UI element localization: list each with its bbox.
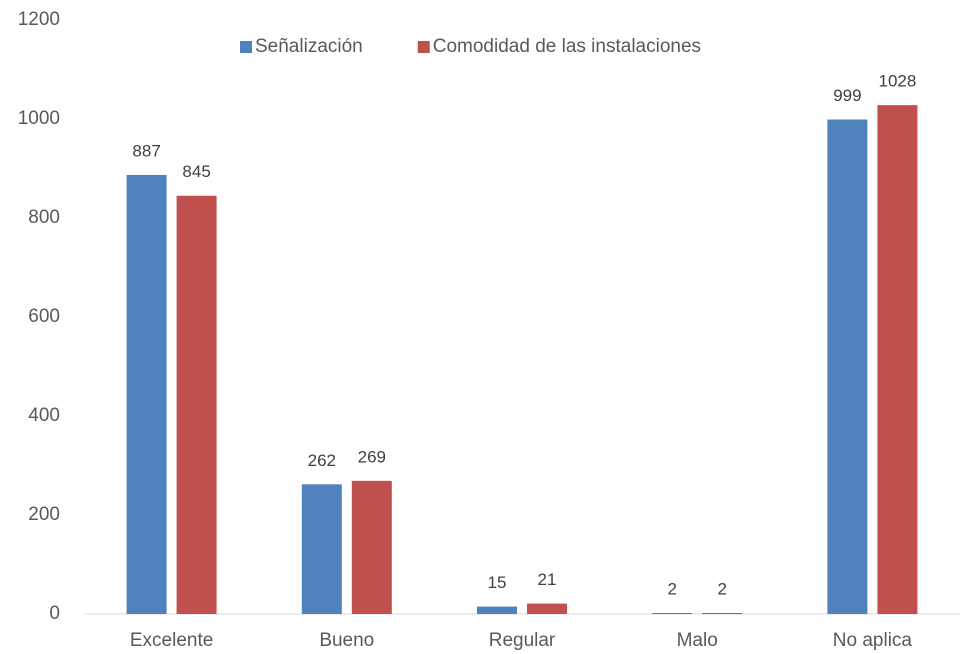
value-label: 887 — [132, 141, 160, 160]
bar — [301, 484, 342, 614]
y-tick-label: 200 — [28, 504, 60, 525]
value-label: 2 — [717, 579, 726, 598]
legend-swatch — [417, 41, 430, 53]
y-tick-label: 600 — [28, 306, 60, 327]
legend-label: Comodidad de las instalaciones — [433, 36, 701, 57]
x-tick-label: Bueno — [319, 630, 374, 651]
x-tick-label: Malo — [677, 630, 718, 651]
y-tick-label: 1000 — [18, 108, 60, 129]
value-label: 1028 — [878, 72, 916, 91]
bar — [477, 606, 517, 614]
legend-label: Señalización — [255, 36, 363, 57]
y-tick-label: 1200 — [18, 9, 60, 30]
value-label: 2 — [667, 579, 676, 598]
value-label: 262 — [308, 451, 336, 470]
value-label: 845 — [182, 162, 210, 181]
y-tick-label: 400 — [28, 405, 60, 426]
y-tick-label: 800 — [28, 207, 60, 228]
x-tick-label: No aplica — [833, 630, 913, 651]
bar — [351, 480, 392, 614]
value-label: 15 — [488, 573, 507, 592]
bar — [527, 603, 567, 614]
value-label: 999 — [833, 86, 861, 105]
x-tick-label: Excelente — [130, 630, 213, 651]
legend-swatch — [240, 41, 252, 53]
bar — [877, 105, 918, 614]
value-label: 269 — [358, 447, 386, 466]
bar — [176, 195, 217, 614]
bar — [652, 613, 693, 614]
bar — [702, 613, 743, 614]
value-label: 21 — [538, 570, 557, 589]
bar — [827, 119, 868, 615]
y-tick-label: 0 — [49, 603, 60, 624]
bar — [126, 174, 167, 614]
x-tick-label: Regular — [489, 630, 556, 651]
